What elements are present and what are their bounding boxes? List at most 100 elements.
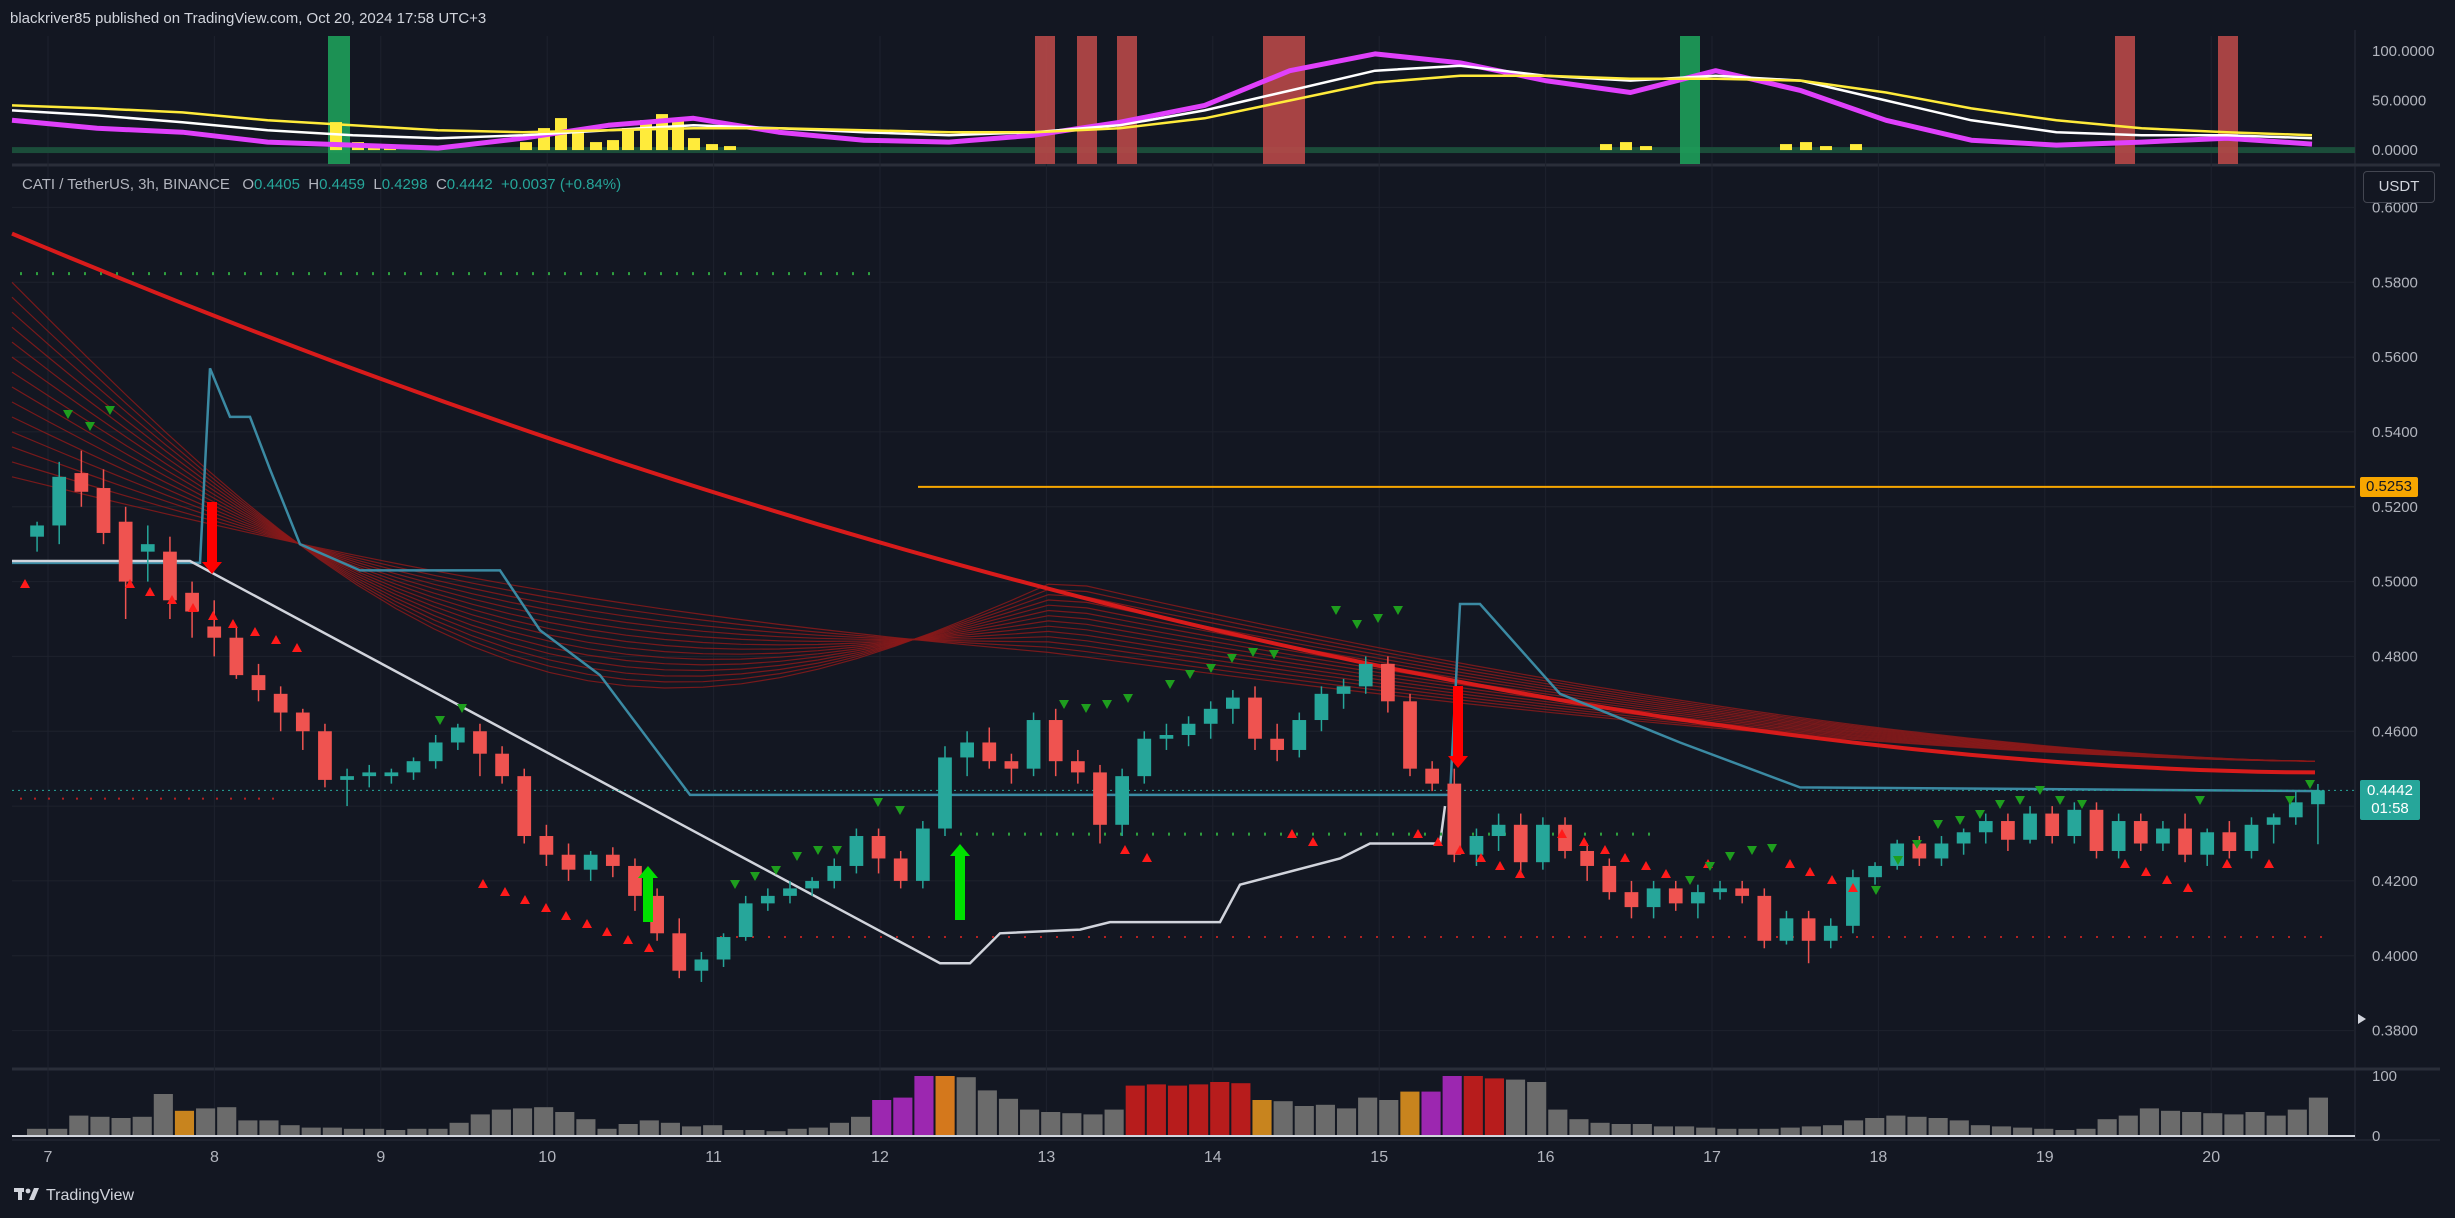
buy-count-marker: [85, 422, 95, 431]
sell-count-marker: [1287, 829, 1297, 838]
sell-count-marker: [2183, 883, 2193, 892]
candle-body: [428, 742, 443, 762]
sell-zone-bar: [1263, 36, 1305, 164]
volume-bar: [386, 1130, 406, 1136]
time-tick-label: 13: [1038, 1149, 1056, 1166]
candle: [1225, 690, 1240, 724]
volume-bar: [808, 1127, 828, 1136]
price-tick-label: 0.4600: [2372, 723, 2418, 740]
candle-body: [1093, 772, 1107, 825]
oscillator-histogram-bar: [724, 146, 736, 151]
volume-bar: [280, 1125, 300, 1136]
buy-count-marker: [813, 846, 823, 855]
candle-body: [1580, 850, 1595, 866]
brand[interactable]: TradingView: [14, 1186, 134, 1205]
oscillator-histogram-bar: [672, 120, 684, 151]
oscillator-line: [11, 64, 2313, 140]
time-tick-label: 18: [1870, 1149, 1888, 1166]
candle-body: [1757, 895, 1772, 941]
candle: [1159, 723, 1174, 750]
candle: [1779, 910, 1794, 945]
trailing-stop-line: [12, 367, 2321, 797]
buy-zone-bar: [1680, 36, 1700, 164]
candle-body: [1978, 821, 1993, 833]
candle: [2133, 813, 2148, 851]
volume-bar: [1167, 1085, 1188, 1136]
candle-body: [2156, 828, 2170, 844]
sell-count-marker: [1120, 845, 1130, 854]
volume-bar: [1294, 1106, 1314, 1136]
volume-bar: [343, 1128, 364, 1136]
sell-count-marker: [1308, 837, 1318, 846]
candle-body: [1691, 892, 1705, 904]
volume-bar: [1696, 1127, 1716, 1136]
buy-signal-arrow: [638, 866, 658, 922]
volume-bar: [365, 1128, 385, 1136]
buy-count-marker: [1331, 606, 1341, 615]
currency-button[interactable]: USDT: [2363, 171, 2435, 203]
candle-body: [915, 828, 930, 881]
volume-bar: [2224, 1114, 2244, 1136]
candle-body: [1425, 768, 1440, 784]
candle-body: [229, 637, 244, 676]
candle-body: [2045, 813, 2060, 837]
volume-bar: [1442, 1076, 1462, 1136]
candle-body: [1225, 697, 1240, 709]
candle: [2023, 806, 2037, 844]
candle-body: [1624, 892, 1639, 908]
volume-bar: [1463, 1076, 1483, 1136]
sell-count-marker: [271, 635, 281, 644]
candle: [1358, 656, 1373, 694]
candle-body: [1735, 888, 1750, 896]
volume-bar: [1970, 1125, 1990, 1136]
tradingview-logo-icon: [14, 1186, 40, 1205]
ribbon-line: [11, 401, 2316, 762]
buy-count-marker: [832, 846, 842, 855]
candle-body: [495, 753, 509, 777]
candle: [2067, 802, 2082, 844]
main-ema-line: [11, 231, 2316, 775]
volume-bar: [322, 1127, 342, 1136]
volume-bar: [703, 1125, 723, 1136]
candle: [118, 506, 133, 619]
oscillator-histogram-bar: [1640, 146, 1652, 151]
support-step-line: [12, 559, 1447, 965]
candle: [1469, 828, 1484, 866]
sell-signal-arrow: [1448, 686, 1468, 768]
ribbon-line: [11, 341, 2316, 762]
candle-body: [1801, 918, 1816, 941]
volume-bar: [1675, 1126, 1695, 1136]
candle-body: [738, 903, 753, 938]
sell-count-marker: [1805, 867, 1815, 876]
buy-count-marker: [730, 880, 740, 889]
buy-count-marker: [1373, 614, 1383, 623]
candle: [1868, 862, 1882, 885]
sell-count-marker: [1433, 837, 1443, 846]
candle: [207, 600, 222, 657]
volume-bar: [428, 1128, 448, 1136]
oscillator-line: [11, 74, 2313, 137]
candle-body: [118, 521, 133, 582]
candle-body: [1336, 686, 1351, 694]
candle-body: [1314, 693, 1329, 721]
candle: [2222, 821, 2237, 859]
volume-bar: [1231, 1083, 1251, 1136]
sell-count-marker: [1455, 845, 1465, 854]
candle: [2045, 806, 2060, 844]
candle: [1757, 888, 1772, 949]
candle-body: [960, 742, 974, 758]
ribbon-line: [11, 311, 2316, 762]
candle: [1823, 918, 1838, 949]
candle: [517, 768, 532, 844]
volume-bar: [1907, 1116, 1927, 1136]
candle: [672, 918, 687, 979]
candle-body: [605, 854, 620, 866]
candle-body: [52, 476, 67, 526]
bar-countdown: 01:58: [2371, 800, 2409, 818]
candle-body: [2222, 832, 2237, 851]
volume-bar: [1020, 1109, 1040, 1136]
open-value: 0.4405: [254, 176, 300, 193]
candle: [1336, 678, 1351, 709]
buy-count-marker: [1912, 840, 1922, 849]
